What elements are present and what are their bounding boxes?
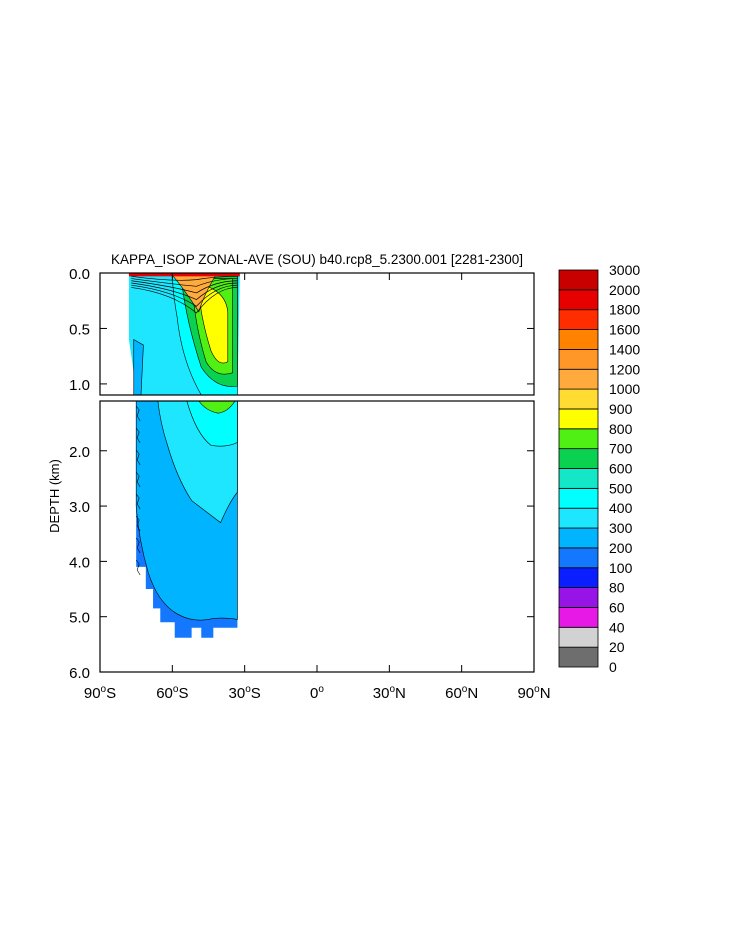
axis-ticks: 0.0 0.5 1.0 2.0 3.0 4.0 5.0 6.0 90oS 60oS 30oS 0o 30… [69,266,550,702]
edge-contour [135,537,141,554]
colorbar-swatch [558,626,599,648]
colorbar-swatch [558,487,599,509]
edge-contour [135,405,141,422]
y-tick-label: 3.0 [69,499,90,516]
colorbar-label: 1200 [609,361,640,377]
y-tick-label: 6.0 [69,665,90,682]
x-tick-label: 60oN [445,684,478,702]
upper-yellow-field [198,283,229,364]
colorbar-label: 40 [609,619,625,635]
colorbar-label: 3000 [609,262,640,278]
colorbar-swatch [558,448,599,469]
edge-contour [135,449,141,466]
colorbar-label: 600 [609,461,633,477]
surface-contour-line [131,287,238,314]
colorbar-label: 1400 [609,341,640,357]
colorbar-label: 400 [609,500,633,516]
upper-orange-field [171,274,217,313]
y-tick-label: 0.0 [69,266,90,283]
edge-contour [135,515,141,532]
y-axis-label: DEPTH (km) [47,459,62,533]
colorbar-swatch [558,527,599,549]
colorbar-label: 0 [609,659,617,675]
chart-title: KAPPA_ISOP ZONAL-AVE (SOU) b40.rcp8_5.23… [111,252,523,267]
colorbar-swatch [558,329,599,350]
colorbar-swatch [558,388,599,410]
surface-red-band [128,273,240,277]
colorbar-swatch [558,428,599,450]
colorbar-swatch [558,607,599,628]
edge-contour [135,471,141,488]
surface-contour-line [131,280,238,294]
colorbar-swatch [558,646,599,668]
colorbar-label: 700 [609,441,633,457]
colorbar-label: 200 [609,540,633,556]
colorbar-label: 1800 [609,302,640,318]
surface-contour-line [131,282,238,301]
surface-contour-line [131,278,238,287]
colorbar-swatch [558,587,599,608]
colorbar-label: 2000 [609,282,640,298]
surface-contour-line [131,284,238,307]
colorbar-swatch [558,468,599,489]
x-tick-label: 60oS [156,684,188,702]
y-tick-label: 5.0 [69,610,90,627]
colorbar-swatch [558,348,599,370]
colorbar-label: 1000 [609,381,640,397]
lower-green-cap [198,400,236,414]
colorbar-swatch [558,309,599,330]
colorbar-label: 60 [609,599,625,615]
edge-contour [135,493,141,510]
colorbar-label: 20 [609,639,625,655]
colorbar-swatch [558,368,599,390]
colorbar-swatch [558,269,599,291]
colorbar-label: 900 [609,401,633,417]
colorbar-label: 80 [609,580,625,596]
colorbar-label: 1600 [609,322,640,338]
colorbar: 0 20 40 60 80 100 200 300 400 500 600 700 800 900 1000… [558,262,640,675]
colorbar-swatch [558,567,599,589]
lower-top-field [186,400,238,447]
edge-contour [135,427,141,444]
colorbar-label: 800 [609,421,633,437]
x-tick-label: 30oS [229,684,261,702]
x-tick-label: 90oN [517,684,550,702]
y-tick-label: 0.5 [69,321,90,338]
colorbar-swatch [558,507,599,529]
colorbar-swatch [558,289,599,311]
x-tick-label: 90oS [84,684,116,702]
colorbar-label: 300 [609,520,633,536]
surface-contour-line [131,275,238,281]
colorbar-swatch [558,408,599,430]
x-tick-label: 0o [310,684,324,702]
colorbar-label: 100 [609,560,633,576]
x-tick-label: 30oN [373,684,406,702]
edge-contour [135,559,141,576]
colorbar-label: 500 [609,480,633,496]
y-tick-label: 4.0 [69,554,90,571]
colorbar-swatch [558,547,599,569]
y-tick-label: 2.0 [69,444,90,461]
y-tick-label: 1.0 [69,377,90,394]
contour-fields [128,272,240,638]
